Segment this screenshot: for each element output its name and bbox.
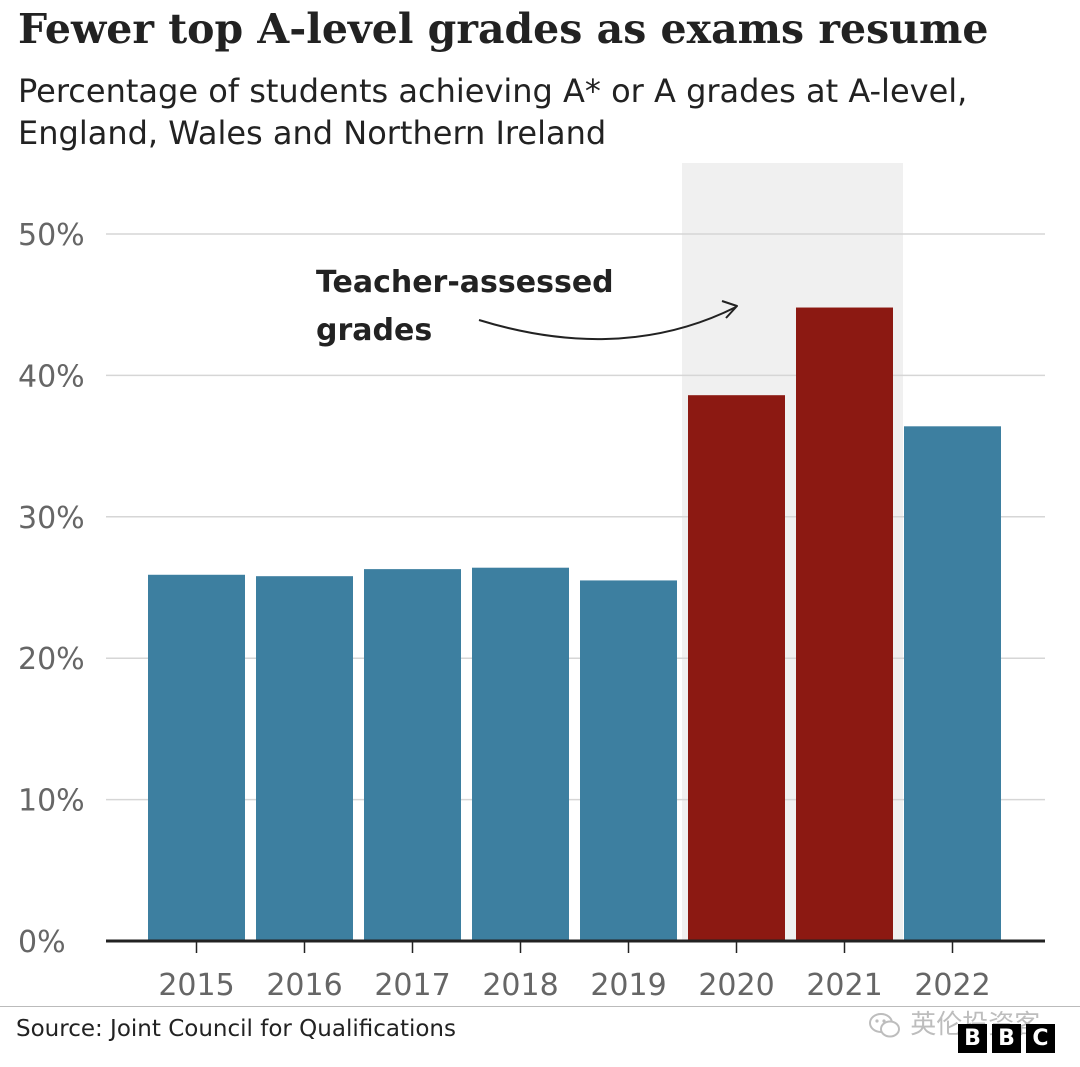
x-tick-label: 2017 <box>374 968 450 1003</box>
bar-2022 <box>904 426 1001 942</box>
x-tick-label: 2021 <box>806 968 882 1003</box>
y-tick-label: 20% <box>18 642 85 677</box>
bar-2021 <box>796 307 893 941</box>
footer-divider <box>0 1006 1080 1007</box>
annotation-arrow <box>478 306 737 341</box>
bbc-logo-letter: B <box>958 1024 987 1053</box>
x-tick-label: 2016 <box>266 968 342 1003</box>
bbc-logo-letter: B <box>992 1024 1021 1053</box>
y-tick-label: 0% <box>18 925 66 960</box>
bar-2016 <box>256 576 353 941</box>
x-tick-label: 2020 <box>698 968 774 1003</box>
x-tick-label: 2019 <box>590 968 666 1003</box>
x-tick-label: 2018 <box>482 968 558 1003</box>
x-tick-label: 2022 <box>914 968 990 1003</box>
chart-subtitle: Percentage of students achieving A* or A… <box>18 72 968 152</box>
y-tick-label: 10% <box>18 784 85 819</box>
bbc-logo: B B C <box>958 1024 1055 1053</box>
bar-2020 <box>688 395 785 941</box>
bar-2017 <box>364 569 461 941</box>
wechat-icon <box>869 1012 900 1037</box>
bar-2018 <box>472 567 569 941</box>
bar-2019 <box>580 580 677 941</box>
y-tick-label: 40% <box>18 359 85 394</box>
y-tick-label: 50% <box>18 218 85 253</box>
annotation-text: Teacher-assessed grades <box>316 265 614 348</box>
chart-title: Fewer top A-level grades as exams resume <box>18 5 989 53</box>
source-note: Source: Joint Council for Qualifications <box>16 1016 456 1042</box>
annotation-line: Teacher-assessed <box>316 265 614 300</box>
annotation-line: grades <box>316 313 432 348</box>
x-tick-label: 2015 <box>158 968 234 1003</box>
annotation-arrowhead <box>721 300 738 319</box>
bbc-logo-letter: C <box>1026 1024 1055 1053</box>
bar-2015 <box>148 574 245 941</box>
y-tick-label: 30% <box>18 501 85 536</box>
bar-chart: 0% 10% 20% 30% 40% 50% 2015 2016 2017 2018 2019 202… <box>18 163 1045 1003</box>
